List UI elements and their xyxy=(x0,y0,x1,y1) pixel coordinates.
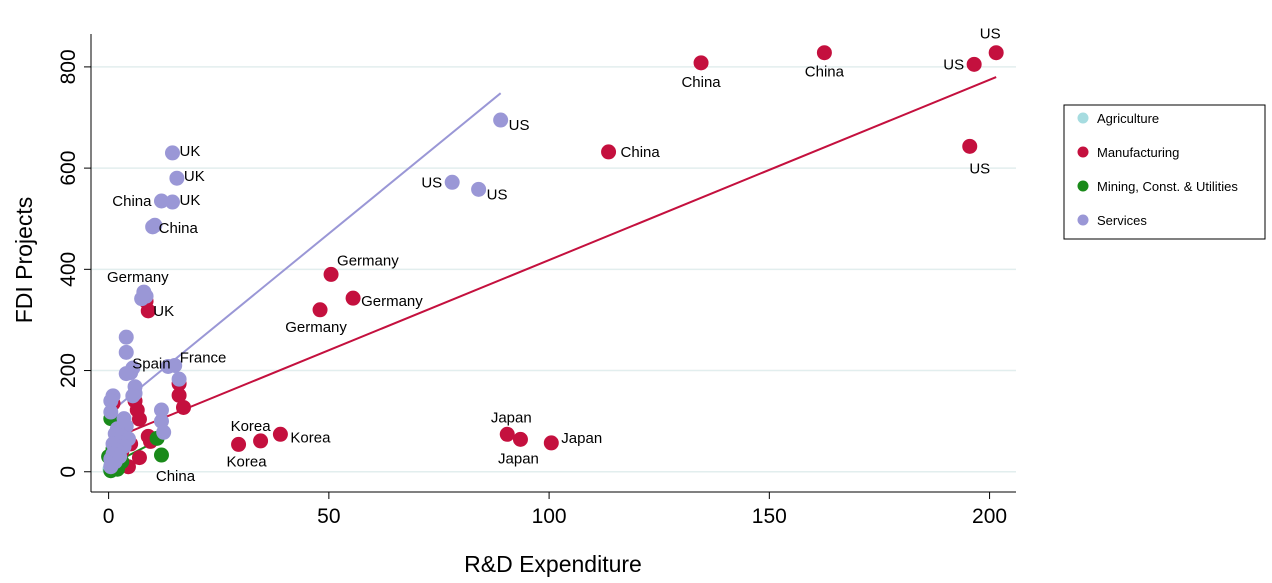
data-point xyxy=(601,144,617,160)
data-point xyxy=(118,329,134,345)
point-label: US xyxy=(509,117,530,134)
data-point xyxy=(112,449,128,465)
point-label: Korea xyxy=(290,429,331,446)
y-tick-label: 400 xyxy=(57,252,80,287)
point-label: US xyxy=(487,186,508,203)
data-point xyxy=(156,424,172,440)
data-point xyxy=(512,431,528,447)
axes: 0 200 400 600 800 0 50 100 150 200 xyxy=(57,34,1016,528)
legend-marker xyxy=(1077,146,1089,158)
data-point xyxy=(153,402,169,418)
data-point xyxy=(131,411,147,427)
data-point xyxy=(323,266,339,282)
data-point xyxy=(164,145,180,161)
point-label: China xyxy=(159,220,199,237)
data-point xyxy=(988,45,1004,61)
fit-lines xyxy=(107,76,997,467)
point-label: US xyxy=(969,160,990,177)
data-point xyxy=(160,358,176,374)
data-point xyxy=(231,436,247,452)
point-label: UK xyxy=(179,192,200,209)
data-point xyxy=(966,56,982,72)
fit-line xyxy=(108,76,997,442)
data-point xyxy=(153,447,169,463)
point-label: Japan xyxy=(498,450,539,467)
data-point xyxy=(103,393,119,409)
data-point xyxy=(253,433,269,449)
legend-label: Agriculture xyxy=(1097,111,1159,126)
data-point xyxy=(171,387,187,403)
point-label: Germany xyxy=(361,293,423,310)
point-label: China xyxy=(621,144,661,161)
legend: Agriculture Manufacturing Mining, Const. &… xyxy=(1063,104,1266,240)
data-point xyxy=(164,194,180,210)
point-label: Spain xyxy=(132,355,170,372)
data-point xyxy=(176,399,191,415)
point-label: Korea xyxy=(227,453,268,470)
x-tick-label: 150 xyxy=(752,505,787,528)
point-label: UK xyxy=(184,168,205,185)
point-label: China xyxy=(681,74,721,91)
y-axis-title: FDI Projects xyxy=(11,197,37,324)
x-tick-label: 50 xyxy=(317,505,340,528)
point-label: Japan xyxy=(491,409,532,426)
data-point xyxy=(103,404,119,420)
data-point xyxy=(693,55,709,71)
data-point xyxy=(169,170,185,186)
data-point xyxy=(145,219,161,235)
data-point xyxy=(118,344,134,360)
point-label: UK xyxy=(179,143,200,160)
data-point xyxy=(444,174,460,190)
point-label: US xyxy=(421,174,442,191)
legend-marker xyxy=(1077,112,1089,124)
point-label: France xyxy=(180,349,227,366)
point-label: China xyxy=(805,64,845,81)
data-point xyxy=(125,388,141,404)
point-label: Korea xyxy=(231,418,272,435)
point-label: UK xyxy=(153,303,174,320)
y-tick-label: 800 xyxy=(57,49,80,84)
data-point xyxy=(345,290,361,306)
x-tick-label: 100 xyxy=(532,505,567,528)
data-point xyxy=(153,413,169,429)
data-point xyxy=(131,450,147,466)
point-labels: China China US US US China Germany Germany Germa… xyxy=(107,26,1001,485)
legend-label: Manufacturing xyxy=(1097,145,1179,160)
point-label: China xyxy=(156,468,196,485)
point-label: US xyxy=(943,56,964,73)
x-tick-label: 200 xyxy=(972,505,1007,528)
legend-label: Mining, Const. & Utilities xyxy=(1097,179,1238,194)
data-point xyxy=(312,302,328,318)
grid-lines xyxy=(91,66,1016,473)
y-tick-label: 600 xyxy=(57,151,80,186)
data-point xyxy=(543,435,559,451)
data-point xyxy=(816,45,832,61)
data-point xyxy=(103,459,119,475)
point-label: China xyxy=(112,193,152,210)
legend-label: Services xyxy=(1097,213,1147,228)
data-point xyxy=(153,193,169,209)
legend-marker xyxy=(1077,180,1089,192)
x-axis-title: R&D Expenditure xyxy=(464,551,642,577)
data-point xyxy=(471,181,487,197)
data-point xyxy=(134,291,150,307)
legend-box xyxy=(1063,104,1266,240)
point-label: Japan xyxy=(561,430,602,447)
data-point xyxy=(493,112,509,128)
point-label: Germany xyxy=(107,269,169,286)
point-label: Germany xyxy=(285,319,347,336)
data-point xyxy=(499,426,515,442)
y-tick-label: 200 xyxy=(57,353,80,388)
data-points xyxy=(101,45,1004,479)
point-label: Germany xyxy=(337,252,399,269)
data-point xyxy=(171,371,187,387)
data-point xyxy=(962,138,978,154)
y-tick-label: 0 xyxy=(57,466,80,478)
data-point xyxy=(118,366,134,382)
legend-marker xyxy=(1077,214,1089,226)
point-label: US xyxy=(980,26,1001,43)
data-point xyxy=(272,426,288,442)
x-tick-label: 0 xyxy=(103,505,115,528)
